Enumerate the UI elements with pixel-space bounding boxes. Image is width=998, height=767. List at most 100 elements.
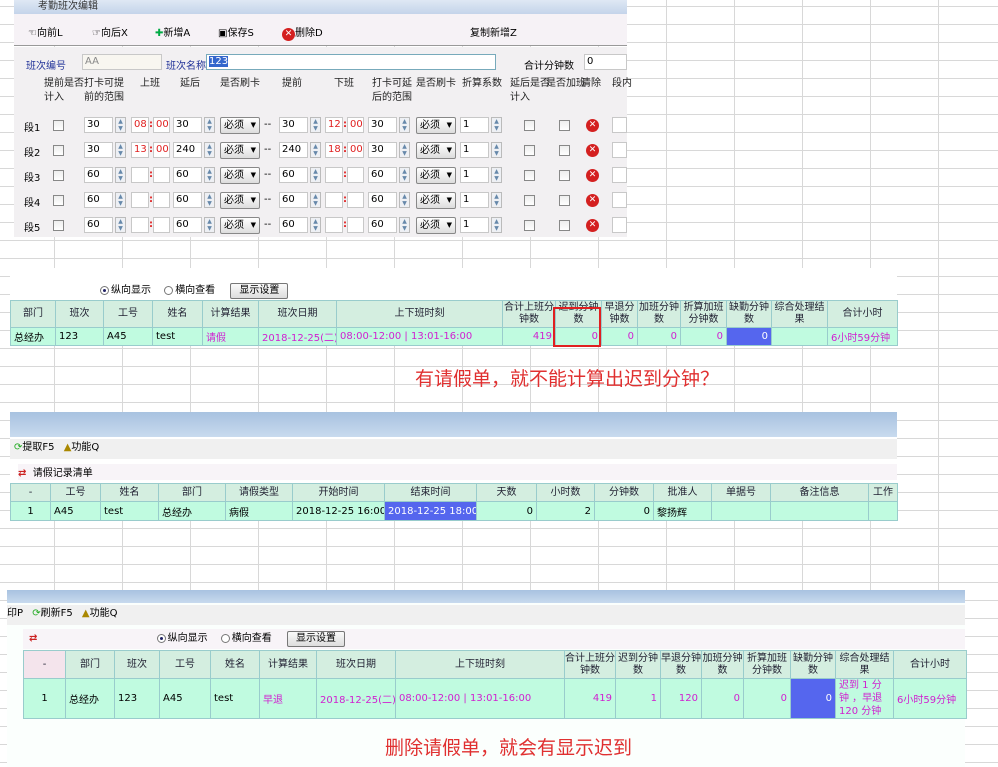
column-header[interactable]: 工号: [103, 300, 153, 328]
early-field[interactable]: 240: [279, 142, 308, 158]
end-minute-field[interactable]: [347, 192, 364, 208]
factor-field[interactable]: 1: [460, 142, 489, 158]
table-cell[interactable]: A45: [159, 678, 211, 719]
function-button[interactable]: ▲功能Q: [82, 608, 118, 619]
spinner[interactable]: ▲ ▼: [310, 217, 321, 233]
swipe-select[interactable]: 必须 ▼: [416, 167, 456, 184]
column-header[interactable]: 结束时间: [384, 483, 477, 502]
spinner[interactable]: ▲ ▼: [491, 117, 502, 133]
column-header[interactable]: 工号: [159, 650, 211, 679]
next-button[interactable]: ☞向后X: [92, 24, 128, 39]
spinner[interactable]: ▲ ▼: [204, 192, 215, 208]
table-cell[interactable]: 0: [555, 327, 602, 346]
total-field[interactable]: 0: [584, 54, 627, 70]
column-header[interactable]: 缺勤分钟数: [726, 300, 772, 328]
swipe-select[interactable]: 必须 ▼: [416, 117, 456, 134]
table-cell[interactable]: 120: [660, 678, 702, 719]
column-header[interactable]: 工号: [50, 483, 101, 502]
late-range-field[interactable]: 30: [368, 117, 397, 133]
table-cell[interactable]: 0: [680, 327, 727, 346]
late-field[interactable]: 60: [173, 192, 202, 208]
column-header[interactable]: 姓名: [210, 650, 260, 679]
spinner[interactable]: ▲ ▼: [399, 217, 410, 233]
table-cell[interactable]: 0: [743, 678, 791, 719]
table-cell[interactable]: test: [152, 327, 203, 346]
table-cell[interactable]: 1: [615, 678, 661, 719]
radio-horizontal[interactable]: 横向查看: [220, 633, 272, 644]
late-range-field[interactable]: 60: [368, 167, 397, 183]
spinner[interactable]: ▲ ▼: [491, 192, 502, 208]
count-early-checkbox[interactable]: [53, 195, 64, 206]
table-cell[interactable]: test: [100, 501, 159, 521]
display-settings-button[interactable]: 显示设置: [286, 631, 345, 647]
column-header[interactable]: 部门: [65, 650, 115, 679]
end-hour-field[interactable]: [325, 192, 343, 208]
radio-horizontal[interactable]: 横向查看: [164, 285, 215, 296]
end-hour-field[interactable]: 18: [325, 142, 343, 158]
column-header[interactable]: 工作: [868, 483, 898, 502]
table-cell[interactable]: 2018-12-25(二): [316, 678, 396, 719]
display-settings-button[interactable]: 显示设置: [230, 283, 289, 299]
early-field[interactable]: 60: [279, 192, 308, 208]
spinner[interactable]: ▲ ▼: [491, 142, 502, 158]
column-header[interactable]: 请假类型: [225, 483, 293, 502]
count-late-checkbox[interactable]: [524, 170, 535, 181]
column-header[interactable]: 班次日期: [258, 300, 337, 328]
column-header[interactable]: 分钟数: [594, 483, 654, 502]
swipe-select[interactable]: 必须 ▼: [416, 192, 456, 209]
prev-button[interactable]: ☜向前L: [28, 24, 63, 39]
table-cell[interactable]: 病假: [225, 501, 293, 521]
delete-button[interactable]: ✕ 删除D: [282, 24, 323, 41]
swipe-select[interactable]: 必须 ▼: [220, 117, 260, 134]
end-hour-field[interactable]: [325, 167, 343, 183]
overtime-checkbox[interactable]: [559, 120, 570, 131]
late-field[interactable]: 240: [173, 142, 202, 158]
spinner[interactable]: ▲ ▼: [310, 117, 321, 133]
overtime-checkbox[interactable]: [559, 170, 570, 181]
table-row[interactable]: 1 总经办 123 A45 test 早退 2018-12-25(二) 08:00-12:00…: [23, 678, 967, 719]
radio-vertical[interactable]: 纵向显示: [156, 633, 208, 644]
spinner[interactable]: ▲ ▼: [491, 167, 502, 183]
overtime-checkbox[interactable]: [559, 145, 570, 156]
table-cell[interactable]: 6小时59分钟: [827, 327, 898, 346]
add-button[interactable]: ✚新增A: [155, 24, 190, 39]
clear-icon[interactable]: ✕: [586, 219, 599, 232]
count-early-checkbox[interactable]: [53, 120, 64, 131]
table-cell[interactable]: A45: [103, 327, 153, 346]
factor-field[interactable]: 1: [460, 192, 489, 208]
table-cell[interactable]: 2018-12-25(二): [258, 327, 337, 346]
spinner[interactable]: ▲ ▼: [204, 167, 215, 183]
table-cell[interactable]: 123: [55, 327, 104, 346]
table-row[interactable]: 1 A45 test 总经办 病假 2018-12-25 16:00 2018-12-25 …: [10, 501, 898, 521]
spinner[interactable]: ▲ ▼: [204, 117, 215, 133]
column-header[interactable]: 早退分钟数: [660, 650, 702, 679]
table-cell[interactable]: 2018-12-25 18:00: [384, 501, 477, 521]
swipe-select[interactable]: 必须 ▼: [220, 167, 260, 184]
spinner[interactable]: ▲ ▼: [399, 192, 410, 208]
end-hour-field[interactable]: [325, 217, 343, 233]
table-cell[interactable]: 0: [637, 327, 681, 346]
table-cell[interactable]: 总经办: [158, 501, 226, 521]
column-header[interactable]: 综合处理结果: [835, 650, 894, 679]
swipe-select[interactable]: 必须 ▼: [220, 142, 260, 159]
column-header[interactable]: 上下班时刻: [336, 300, 503, 328]
early-range-field[interactable]: 30: [84, 117, 113, 133]
extra-field[interactable]: [612, 142, 627, 158]
column-header[interactable]: 班次日期: [316, 650, 396, 679]
column-header[interactable]: 班次: [55, 300, 104, 328]
refresh-button[interactable]: ⟳刷新F5: [32, 608, 73, 619]
column-header[interactable]: 备注信息: [770, 483, 869, 502]
late-range-field[interactable]: 60: [368, 192, 397, 208]
start-minute-field[interactable]: [153, 192, 170, 208]
start-hour-field[interactable]: [131, 192, 149, 208]
spinner[interactable]: ▲ ▼: [204, 142, 215, 158]
code-field[interactable]: AA: [82, 54, 162, 70]
count-early-checkbox[interactable]: [53, 145, 64, 156]
column-header[interactable]: 综合处理结果: [771, 300, 828, 328]
table-cell[interactable]: [770, 501, 869, 521]
column-header[interactable]: 单据号: [711, 483, 771, 502]
count-late-checkbox[interactable]: [524, 120, 535, 131]
column-header[interactable]: 合计上班分钟数: [564, 650, 616, 679]
end-minute-field[interactable]: [347, 167, 364, 183]
table-cell[interactable]: 08:00-12:00 | 13:01-16:00: [395, 678, 565, 719]
